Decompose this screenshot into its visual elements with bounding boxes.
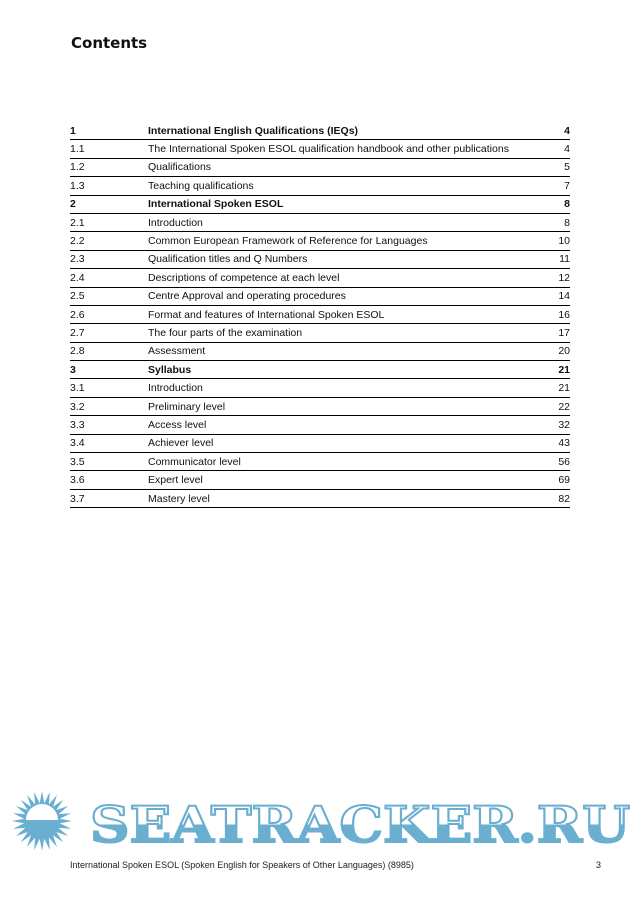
toc-page: 8 <box>540 213 570 233</box>
toc-row[interactable]: 1.3 Teaching qualifications 7 <box>70 176 570 196</box>
toc-number: 2 <box>70 195 148 214</box>
toc-title: The International Spoken ESOL qualificat… <box>148 139 540 159</box>
toc-title: Assessment <box>148 342 540 362</box>
toc-row[interactable]: 3.6 Expert level 69 <box>70 470 570 490</box>
toc-page: 22 <box>540 397 570 417</box>
toc-number: 1.2 <box>70 158 148 178</box>
toc-page: 17 <box>540 323 570 343</box>
toc-title: Format and features of International Spo… <box>148 305 540 325</box>
toc-title: Mastery level <box>148 489 540 509</box>
toc-row[interactable]: 2.8 Assessment 20 <box>70 342 570 362</box>
toc-row[interactable]: 2 International Spoken ESOL 8 <box>70 195 570 214</box>
toc-row[interactable]: 2.6 Format and features of International … <box>70 305 570 325</box>
toc-row[interactable]: 2.4 Descriptions of competence at each le… <box>70 268 570 288</box>
toc-page: 10 <box>540 231 570 251</box>
toc-row[interactable]: 3.3 Access level 32 <box>70 415 570 435</box>
toc-page: 14 <box>540 287 570 306</box>
toc-number: 3.2 <box>70 397 148 417</box>
sun-icon <box>12 791 72 851</box>
toc-title: Introduction <box>148 378 540 398</box>
toc-title: Expert level <box>148 470 540 490</box>
toc-title: International Spoken ESOL <box>148 195 540 214</box>
toc-number: 3.1 <box>70 378 148 398</box>
toc-title: International English Qualifications (IE… <box>148 122 540 141</box>
toc-number: 2.4 <box>70 268 148 288</box>
toc-number: 3.7 <box>70 489 148 509</box>
toc-page: 4 <box>540 139 570 159</box>
toc-number: 3 <box>70 360 148 380</box>
toc-number: 3.5 <box>70 452 148 472</box>
toc-number: 2.3 <box>70 250 148 270</box>
toc-page: 11 <box>540 250 570 270</box>
toc-page: 12 <box>540 268 570 288</box>
toc-number: 2.7 <box>70 323 148 343</box>
toc-page: 7 <box>540 176 570 196</box>
toc-row[interactable]: 2.1 Introduction 8 <box>70 213 570 233</box>
toc-number: 1.1 <box>70 139 148 159</box>
toc-title: Descriptions of competence at each level <box>148 268 540 288</box>
toc-title: Qualification titles and Q Numbers <box>148 250 540 270</box>
toc-title: The four parts of the examination <box>148 323 540 343</box>
toc-title: Communicator level <box>148 452 540 472</box>
page-number: 3 <box>596 860 602 870</box>
toc-row[interactable]: 3.1 Introduction 21 <box>70 378 570 398</box>
toc-row[interactable]: 3.2 Preliminary level 22 <box>70 397 570 417</box>
toc-number: 3.6 <box>70 470 148 490</box>
watermark: SEATRACKER.RU <box>12 791 631 852</box>
toc-title: Qualifications <box>148 158 540 178</box>
toc-title: Access level <box>148 415 540 435</box>
toc-row[interactable]: 1.1 The International Spoken ESOL qualifi… <box>70 139 570 159</box>
toc-page: 5 <box>540 158 570 178</box>
toc-page: 43 <box>540 434 570 454</box>
toc-title: Common European Framework of Reference f… <box>148 231 540 251</box>
toc-row[interactable]: 2.2 Common European Framework of Referenc… <box>70 231 570 251</box>
toc-row[interactable]: 1 International English Qualifications (I… <box>70 122 570 141</box>
toc-number: 2.1 <box>70 213 148 233</box>
toc-page: 32 <box>540 415 570 435</box>
toc-title: Achiever level <box>148 434 540 454</box>
toc-row[interactable]: 1.2 Qualifications 5 <box>70 158 570 178</box>
toc-number: 2.5 <box>70 287 148 306</box>
table-of-contents: 1 International English Qualifications (I… <box>70 122 570 509</box>
toc-row[interactable]: 2.7 The four parts of the examination 17 <box>70 323 570 343</box>
toc-number: 2.8 <box>70 342 148 362</box>
toc-title: Teaching qualifications <box>148 176 540 196</box>
toc-title: Preliminary level <box>148 397 540 417</box>
toc-page: 20 <box>540 342 570 362</box>
footer-text: International Spoken ESOL (Spoken Englis… <box>70 860 414 870</box>
watermark-text: SEATRACKER.RU <box>90 795 630 852</box>
toc-row[interactable]: 2.3 Qualification titles and Q Numbers 11 <box>70 250 570 270</box>
page-title: Contents <box>71 34 148 52</box>
toc-page: 4 <box>540 122 570 141</box>
toc-page: 21 <box>540 360 570 380</box>
toc-number: 2.6 <box>70 305 148 325</box>
toc-row[interactable]: 2.5 Centre Approval and operating procedu… <box>70 287 570 306</box>
toc-number: 1.3 <box>70 176 148 196</box>
toc-page: 21 <box>540 378 570 398</box>
toc-title: Introduction <box>148 213 540 233</box>
toc-title: Centre Approval and operating procedures <box>148 287 540 306</box>
toc-page: 69 <box>540 470 570 490</box>
toc-row[interactable]: 3.4 Achiever level 43 <box>70 434 570 454</box>
toc-title: Syllabus <box>148 360 540 380</box>
toc-row[interactable]: 3 Syllabus 21 <box>70 360 570 380</box>
toc-page: 8 <box>540 195 570 214</box>
toc-number: 2.2 <box>70 231 148 251</box>
toc-number: 1 <box>70 122 148 141</box>
toc-number: 3.3 <box>70 415 148 435</box>
toc-page: 82 <box>540 489 570 509</box>
toc-page: 56 <box>540 452 570 472</box>
toc-page: 16 <box>540 305 570 325</box>
toc-row[interactable]: 3.7 Mastery level 82 <box>70 489 570 509</box>
toc-number: 3.4 <box>70 434 148 454</box>
toc-row[interactable]: 3.5 Communicator level 56 <box>70 452 570 472</box>
